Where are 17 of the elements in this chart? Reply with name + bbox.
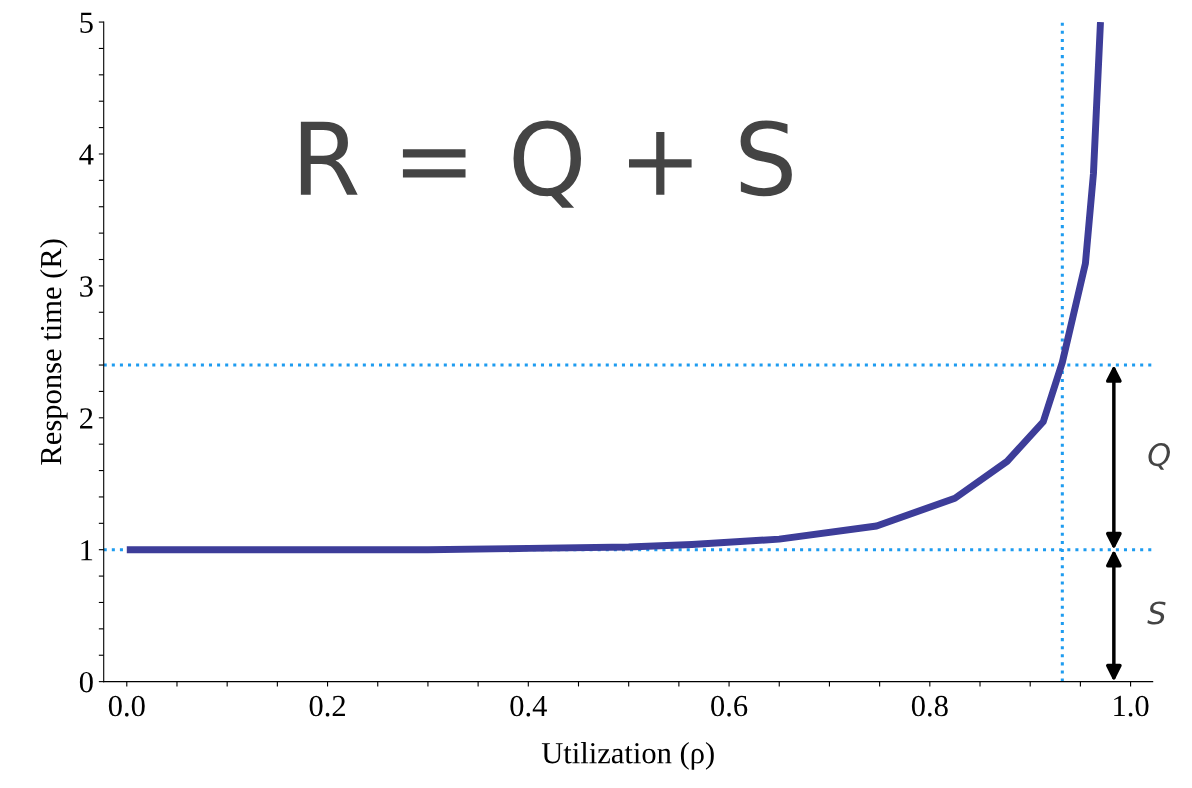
x-tick-label: 0.4 (510, 695, 547, 717)
y-axis-title: Response time (R) (39, 239, 68, 465)
y-tick-label: 3 (80, 276, 93, 297)
x-tick-label: 0.6 (711, 695, 748, 717)
annotation: R = Q + S (300, 120, 792, 208)
y-tick-label: 5 (80, 12, 93, 33)
y-tick-label: 4 (79, 144, 94, 165)
annotation: Q (1148, 443, 1171, 470)
x-tick-label: 1.0 (1114, 695, 1149, 717)
y-tick-label: 1 (81, 540, 93, 561)
y-tick-label: 0 (79, 671, 93, 693)
annotation: S (1147, 601, 1166, 625)
x-axis-title: Utilization (ρ) (541, 741, 714, 770)
y-tick-label: 2 (80, 408, 93, 429)
x-tick-label: 0.8 (911, 695, 948, 717)
x-tick-label: 0.2 (309, 695, 345, 717)
x-tick-label: 0.0 (108, 695, 145, 717)
